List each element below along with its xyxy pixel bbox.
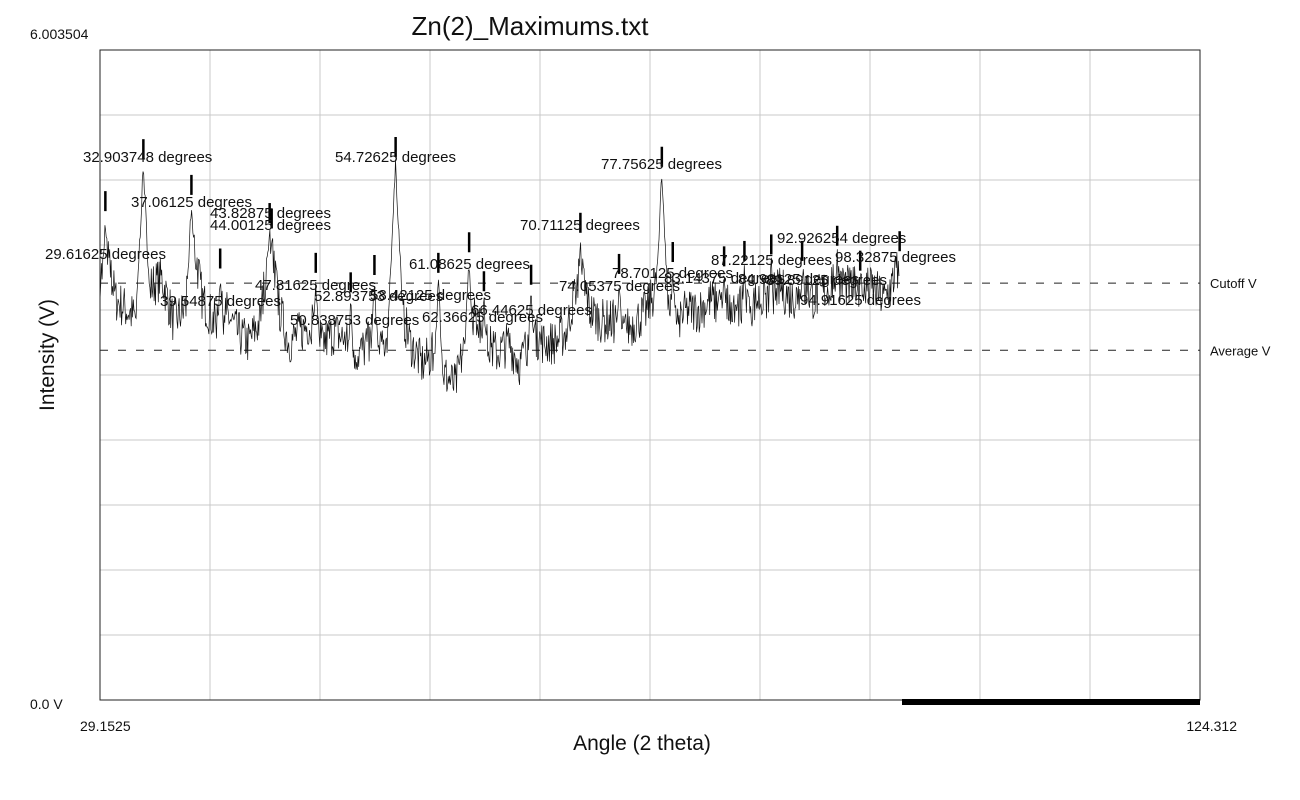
intensity-trace: [99, 159, 900, 393]
peak-label: 50.838753 degrees: [290, 312, 419, 329]
peak-label: 94.91625 degrees: [800, 292, 921, 309]
cutoff-v-label: Cutoff V: [1210, 276, 1257, 291]
y-axis-title: Intensity (V): [36, 299, 59, 411]
peak-label: 89.89125 degrees: [766, 272, 887, 289]
peak-label: 74.05375 degrees: [559, 278, 680, 295]
peak-label: 37.06125 degrees: [131, 194, 252, 211]
peak-label: 87.22125 degrees: [711, 252, 832, 269]
peak-label: 58.42125 degrees: [370, 287, 491, 304]
intensity-series-line: [99, 159, 900, 393]
grid-layer: [100, 50, 1200, 700]
peak-label: 39.54875 degrees: [160, 293, 281, 310]
peak-label: 77.75625 degrees: [601, 156, 722, 173]
chart-title: Zn(2)_Maximums.txt: [412, 11, 650, 41]
peak-label: 29.61625 degrees: [45, 246, 166, 263]
peak-label: 32.903748 degrees: [83, 149, 212, 166]
peak-label: 92.926254 degrees: [777, 230, 906, 247]
plot-area-frame: [99, 49, 1201, 701]
peak-label: 44.00125 degrees: [210, 217, 331, 234]
peak-label: 62.36625 degrees: [422, 309, 543, 326]
x-max-label: 124.312: [1186, 718, 1237, 734]
peak-label: 70.71125 degrees: [520, 217, 640, 234]
y-min-label: 0.0 V: [30, 696, 63, 712]
peak-label: 78.70125 degrees: [612, 265, 733, 282]
peak-label: 83.14375 degrees: [664, 270, 785, 287]
peak-label: 47.81625 degrees: [255, 277, 376, 294]
peak-markers: 29.61625 degrees 32.903748 degrees 37.0612…: [45, 136, 956, 329]
peak-label: 84.90125 degrees: [738, 271, 859, 288]
peak-label: 66.44625 degrees: [471, 302, 592, 319]
peak-label: 61.08625 degrees: [409, 256, 530, 273]
reference-lines: Cutoff V Average V: [100, 276, 1271, 358]
peak-label: 52.893753 degrees: [314, 288, 443, 305]
x-axis-title: Angle (2 theta): [573, 732, 711, 755]
peak-label: 98.32875 degrees: [835, 249, 956, 266]
average-v-label: Average V: [1210, 343, 1271, 358]
y-max-label: 6.003504: [30, 26, 89, 42]
x-range-bar: [902, 699, 1200, 705]
peak-label: 54.72625 degrees: [335, 149, 456, 166]
x-min-label: 29.1525: [80, 718, 131, 734]
